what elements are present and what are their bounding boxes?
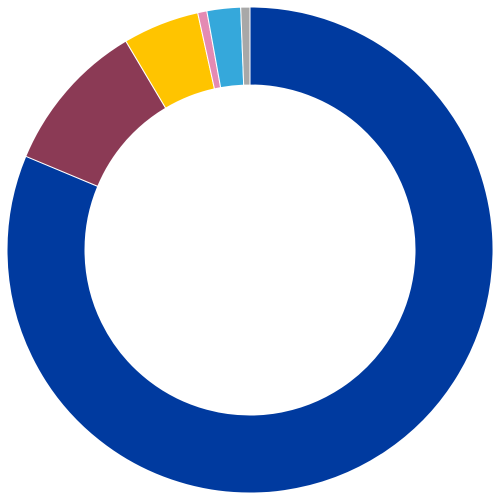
donut-slice-6 [240,6,251,86]
donut-slice-1 [6,6,494,494]
